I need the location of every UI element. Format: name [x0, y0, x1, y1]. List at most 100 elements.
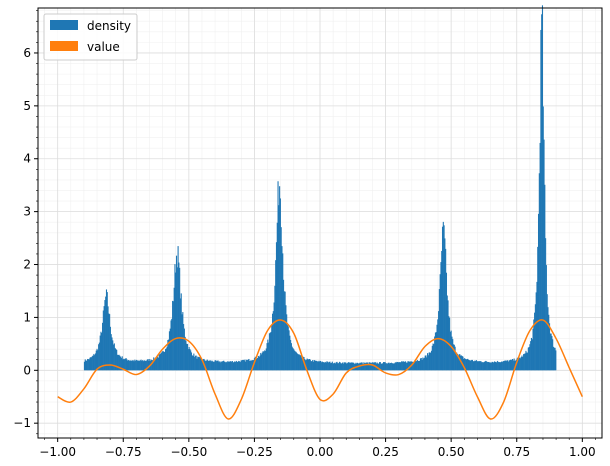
histogram-bar: [282, 253, 284, 371]
histogram-bar: [98, 344, 100, 371]
histogram-bar: [391, 363, 393, 371]
histogram-bar: [127, 360, 130, 371]
histogram-bar: [308, 359, 311, 371]
histogram-bar: [400, 362, 402, 371]
histogram-bar: [290, 339, 292, 371]
histogram-bar: [176, 267, 178, 371]
histogram-bar: [128, 360, 130, 371]
histogram-bar: [156, 357, 158, 371]
histogram-bar: [465, 359, 467, 371]
histogram-bar: [311, 361, 313, 371]
histogram-bar: [327, 362, 329, 371]
histogram-bar: [522, 356, 524, 371]
histogram-bar: [300, 355, 302, 371]
histogram-bar: [164, 351, 166, 371]
histogram-bar: [273, 302, 275, 371]
legend: density value: [43, 13, 138, 61]
histogram-bar: [397, 362, 399, 371]
histogram-bar: [496, 362, 498, 371]
histogram-bar: [470, 360, 472, 371]
histogram-bar: [552, 346, 555, 371]
histogram-bar: [352, 362, 354, 371]
histogram-bar: [235, 362, 237, 371]
histogram-bar: [508, 360, 510, 371]
histogram-bar: [310, 361, 312, 371]
histogram-bar: [343, 362, 345, 371]
histogram-bar: [471, 359, 473, 371]
histogram-bar: [331, 362, 333, 371]
histogram-bar: [478, 361, 481, 371]
histogram-bar: [115, 348, 117, 371]
histogram-bar: [372, 362, 374, 371]
histogram-bar: [360, 362, 363, 371]
histogram-bar: [473, 361, 475, 371]
histogram-bar: [153, 359, 156, 371]
histogram-bar: [276, 222, 278, 371]
histogram-bar: [226, 362, 228, 371]
histogram-bar: [383, 362, 385, 371]
histogram-bar: [368, 363, 370, 371]
histogram-bar: [493, 361, 496, 371]
histogram-bar: [499, 362, 501, 371]
x-tick-label: −0.50: [170, 445, 207, 459]
histogram-bar: [216, 361, 218, 371]
histogram-bar: [219, 361, 221, 371]
histogram-bar: [449, 331, 451, 371]
histogram-bar: [161, 352, 163, 371]
histogram-bar: [242, 359, 244, 371]
histogram-bar: [147, 359, 149, 371]
histogram-bar: [235, 360, 237, 371]
histogram-bar: [498, 361, 500, 371]
histogram-bar: [435, 332, 437, 371]
histogram-bar: [232, 362, 234, 371]
histogram-bar: [497, 360, 499, 371]
histogram-bar: [443, 225, 445, 371]
histogram-bar: [445, 272, 448, 371]
histogram-bar: [277, 181, 279, 371]
histogram-bar: [457, 355, 459, 371]
histogram-bar: [298, 354, 300, 371]
histogram-bar: [417, 360, 419, 371]
histogram-bar: [334, 363, 337, 371]
histogram-bar: [137, 360, 139, 371]
histogram-bar: [208, 361, 210, 371]
histogram-bar: [432, 343, 434, 371]
histogram-bar: [320, 360, 322, 371]
histogram-bar: [154, 357, 156, 371]
histogram-bar: [187, 343, 189, 371]
histogram-bar: [529, 344, 531, 371]
y-tick-label: −1: [13, 416, 31, 430]
histogram-bar: [172, 300, 174, 371]
histogram-bar: [392, 363, 394, 371]
histogram-bar: [270, 331, 272, 371]
histogram-bar: [122, 359, 124, 371]
histogram-bar: [389, 363, 391, 371]
histogram-bar: [431, 345, 433, 371]
histogram-bar: [285, 305, 287, 371]
histogram-bar: [220, 361, 222, 371]
histogram-bar: [523, 353, 525, 371]
histogram-bar: [447, 300, 449, 371]
histogram-bar: [537, 213, 540, 371]
histogram-bar: [509, 360, 511, 371]
histogram-bar: [223, 360, 225, 371]
histogram-bar: [433, 344, 435, 371]
histogram-bar: [487, 362, 489, 371]
histogram-bar: [221, 361, 223, 371]
histogram-bar: [170, 320, 172, 371]
histogram-bar: [297, 354, 300, 371]
histogram-bar: [111, 337, 113, 371]
histogram-bar: [135, 359, 137, 371]
histogram-bar: [479, 361, 481, 371]
histogram-bar: [403, 361, 405, 371]
histogram-bar: [466, 359, 468, 371]
histogram-bar: [512, 358, 514, 371]
histogram-bar: [283, 279, 285, 371]
histogram-bar: [151, 360, 153, 371]
histogram-bar: [390, 362, 392, 371]
histogram-bar: [191, 355, 193, 371]
histogram-bar: [384, 361, 386, 371]
histogram-bar: [139, 360, 141, 371]
histogram-bar: [490, 362, 492, 371]
histogram-bar: [138, 360, 140, 371]
